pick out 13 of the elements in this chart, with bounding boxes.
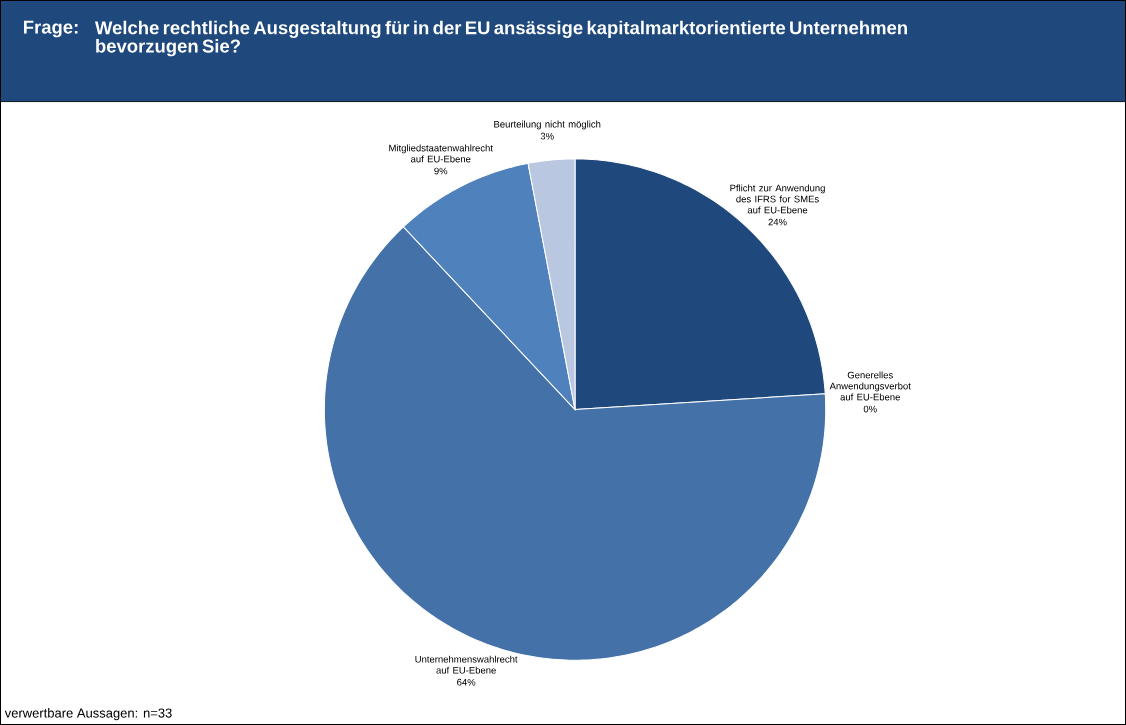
text: Frage:	[24, 20, 78, 38]
data-label: 24%	[768, 218, 787, 226]
slice-label: Unternehmenswahlrecht auf EU-Ebene	[415, 655, 518, 674]
category-label: Generelles Anwendungsverbot auf EU-Ebene	[829, 371, 911, 401]
text: verwertbare Aussagen: n=33	[4, 708, 172, 721]
chart-subtitle: Welche rechtliche Ausgestaltung für in der EU ansässige kapitalmarktorientierte Unternehmen bevorzugen Sie?	[94, 20, 907, 57]
slice-label: Pflicht zur Anwendung des IFRS for SMEs auf EU-Ebene	[730, 184, 825, 214]
text: 0%	[863, 405, 877, 413]
slice-label: Mitgliedstaatenwahlrecht auf EU-Ebene	[389, 144, 493, 163]
slice-label: Beurteilung nicht möglich	[494, 120, 601, 130]
data-label: 9%	[434, 167, 448, 175]
data-label: 64%	[457, 678, 476, 686]
data-label: 3%	[540, 132, 554, 140]
